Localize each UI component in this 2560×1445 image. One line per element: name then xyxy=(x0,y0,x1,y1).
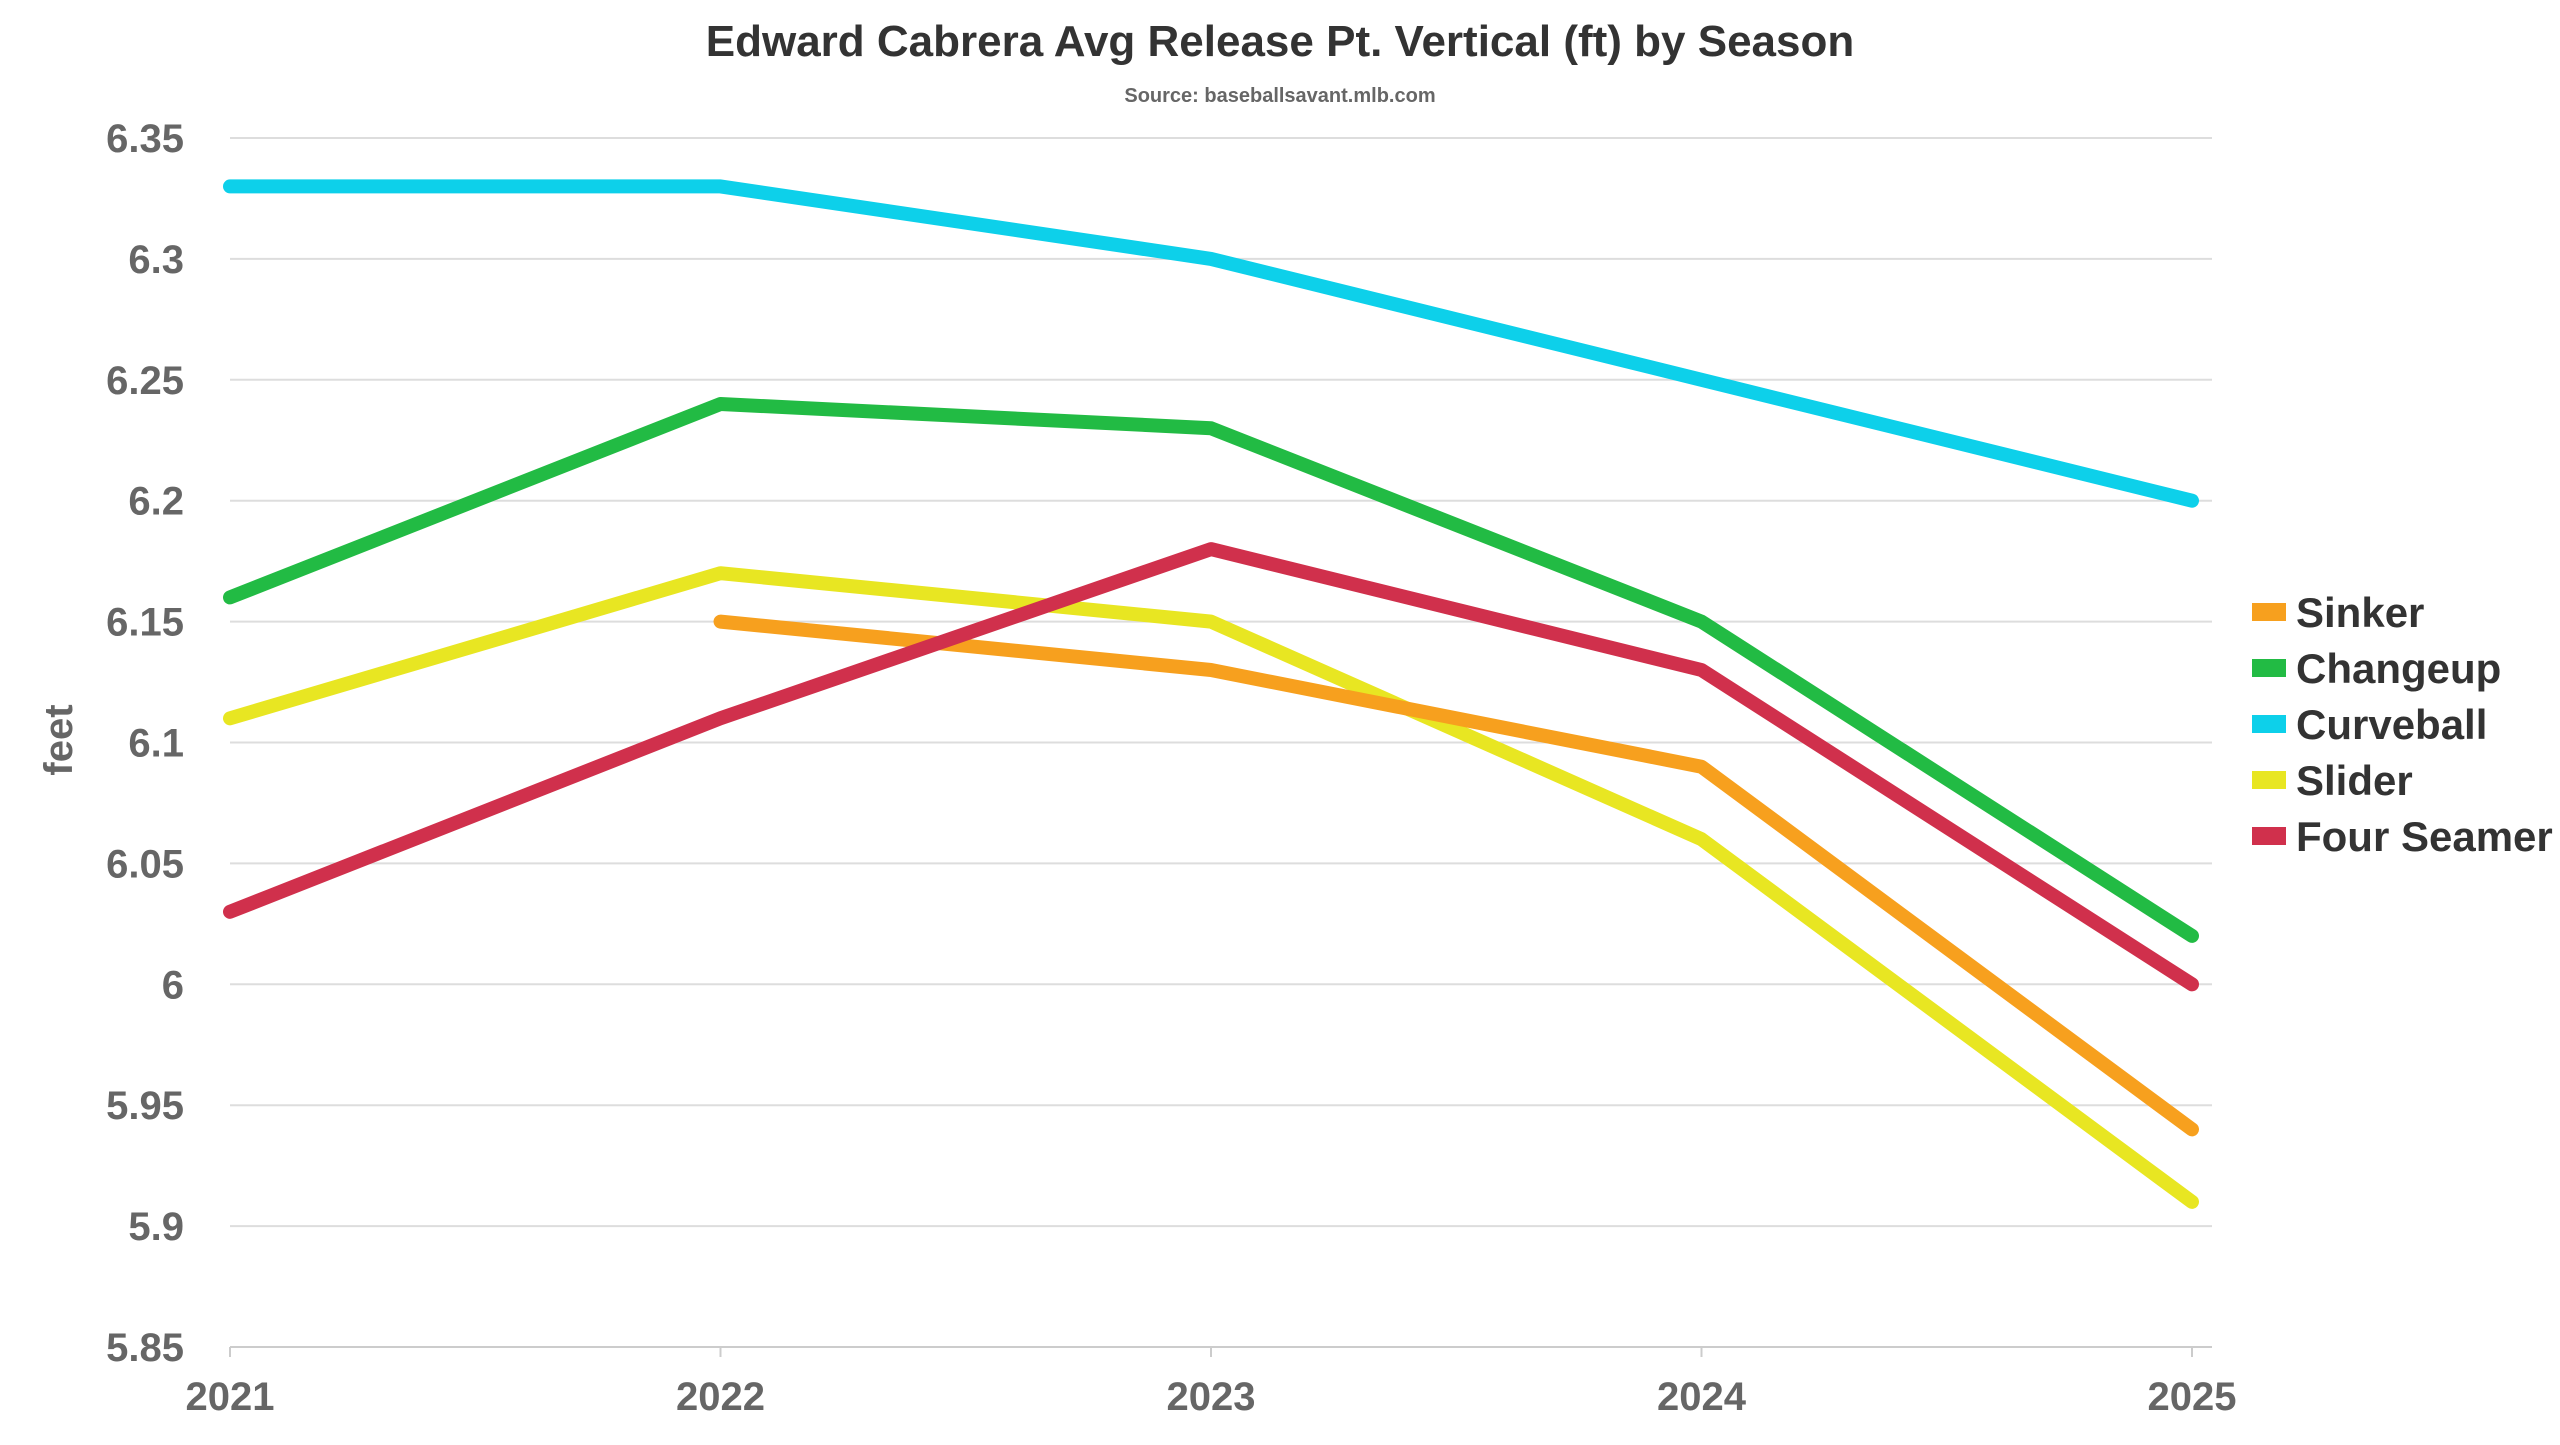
legend-label-changeup: Changeup xyxy=(2296,645,2501,692)
legend: Sinker Changeup Curveball Slider Four Seamer xyxy=(2252,589,2553,860)
series-line-sinker xyxy=(713,614,2199,1137)
y-tick-label: 5.9 xyxy=(128,1205,184,1249)
series-line-four-seamer xyxy=(223,542,2199,992)
y-tick-label: 6.1 xyxy=(128,722,184,766)
series-line-curveball xyxy=(223,179,2199,508)
y-tick-label: 6 xyxy=(162,963,184,1007)
gridlines xyxy=(230,137,2212,1228)
y-tick-label: 5.85 xyxy=(106,1326,184,1370)
y-tick-label: 6.25 xyxy=(106,359,184,403)
legend-swatch-slider xyxy=(2252,771,2286,789)
legend-swatch-sinker xyxy=(2252,603,2286,621)
chart-subtitle: Source: baseballsavant.mlb.com xyxy=(1124,85,1435,107)
legend-swatch-curveball xyxy=(2252,715,2286,733)
series-line-slider xyxy=(223,566,2199,1209)
legend-swatch-four-seamer xyxy=(2252,827,2286,845)
y-tick-label: 5.95 xyxy=(106,1084,184,1128)
x-tick-label: 2021 xyxy=(186,1375,275,1419)
legend-label-sinker: Sinker xyxy=(2296,589,2424,636)
y-tick-label: 6.3 xyxy=(128,238,184,282)
legend-label-curveball: Curveball xyxy=(2296,701,2487,748)
legend-swatch-changeup xyxy=(2252,659,2286,677)
y-tick-label: 6.2 xyxy=(128,480,184,524)
x-axis-ticks: 2021 2022 2023 2024 2025 xyxy=(186,1347,2237,1419)
legend-label-four-seamer: Four Seamer xyxy=(2296,813,2553,860)
x-tick-label: 2023 xyxy=(1167,1375,1256,1419)
x-tick-label: 2024 xyxy=(1657,1375,1747,1419)
x-tick-label: 2022 xyxy=(676,1375,765,1419)
y-axis-ticks: 6.35 6.3 6.25 6.2 6.15 6.1 6.05 6 5.95 5.9 5.85 xyxy=(106,117,184,1370)
y-tick-label: 6.35 xyxy=(106,117,184,161)
y-axis-label: feet xyxy=(37,704,81,775)
series-lines xyxy=(223,179,2199,1209)
x-tick-label: 2025 xyxy=(2148,1375,2237,1419)
y-tick-label: 6.05 xyxy=(106,842,184,886)
series-line-changeup xyxy=(223,397,2199,943)
y-tick-label: 6.15 xyxy=(106,601,184,645)
legend-label-slider: Slider xyxy=(2296,757,2413,804)
chart-title: Edward Cabrera Avg Release Pt. Vertical … xyxy=(706,17,1855,66)
